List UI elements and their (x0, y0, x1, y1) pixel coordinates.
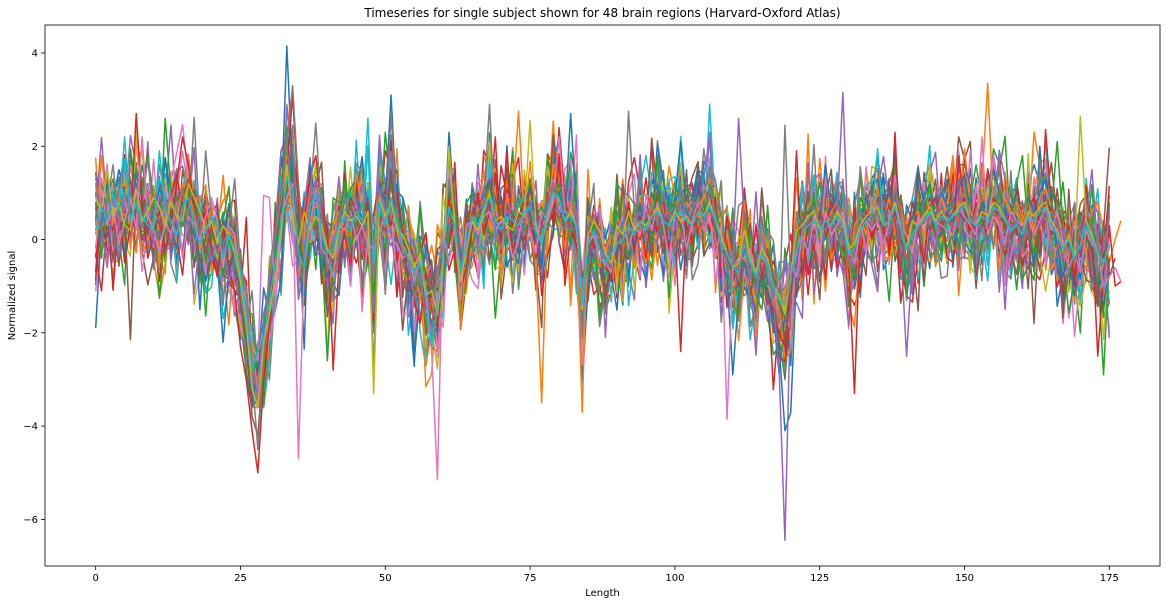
series-line (94, 117, 1111, 385)
series-layer (94, 45, 1122, 542)
series-line (94, 45, 1111, 432)
x-axis-ticks: 0 25 50 75 100 125 150 175 (92, 566, 1119, 584)
y-tick-label: 4 (32, 48, 38, 59)
series-line (94, 115, 1111, 409)
x-tick-label: 25 (234, 573, 247, 584)
x-tick-label: 100 (665, 573, 684, 584)
axes-frame (44, 24, 1161, 567)
x-tick-label: 0 (92, 573, 98, 584)
y-tick-label: 0 (32, 235, 38, 246)
x-axis-label: Length (585, 588, 620, 599)
x-tick-label: 150 (955, 573, 974, 584)
x-tick-label: 175 (1100, 573, 1119, 584)
x-tick-label: 75 (524, 573, 537, 584)
series-line (94, 91, 1111, 542)
x-tick-label: 125 (810, 573, 829, 584)
y-axis-ticks: −6 −4 −2 0 2 4 (23, 48, 45, 526)
chart-title: Timeseries for single subject shown for … (363, 6, 840, 20)
y-tick-label: −2 (23, 328, 38, 339)
y-tick-label: 2 (32, 142, 38, 153)
y-tick-label: −4 (23, 422, 38, 433)
y-tick-label: −6 (23, 515, 38, 526)
x-tick-label: 50 (379, 573, 392, 584)
series-line (94, 136, 1122, 481)
series-line (94, 117, 1111, 371)
y-axis-label: Normalized signal (7, 251, 18, 340)
